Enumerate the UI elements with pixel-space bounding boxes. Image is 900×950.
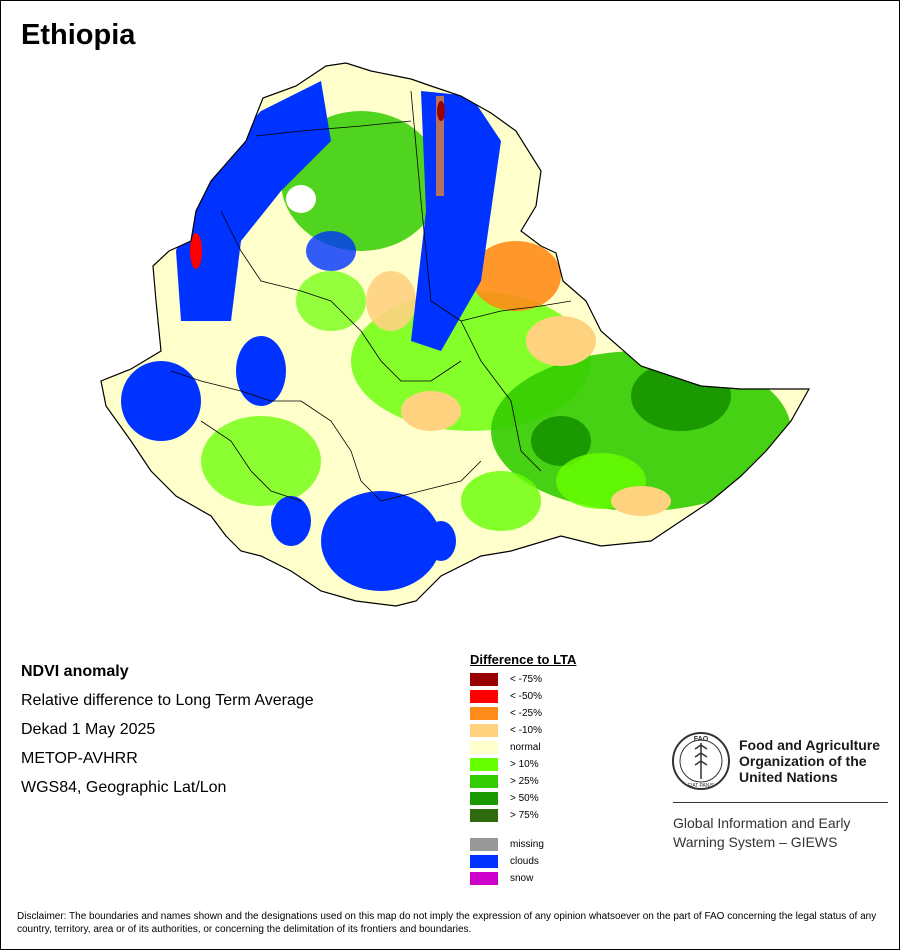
legend-swatch <box>470 741 498 754</box>
info-line: METOP-AVHRR <box>21 750 138 767</box>
legend-label: < -25% <box>510 708 542 719</box>
legend-label: > 50% <box>510 793 539 804</box>
ndvi-anomaly-raster <box>101 63 809 606</box>
giews-line: Warning System – GIEWS <box>673 834 838 850</box>
fao-emblem-icon: FAO FIAT PANIS <box>672 732 730 790</box>
info-line: WGS84, Geographic Lat/Lon <box>21 779 227 796</box>
legend-item: snow <box>470 870 576 887</box>
legend-label: clouds <box>510 856 539 867</box>
legend-label: < -75% <box>510 674 542 685</box>
legend-swatch <box>470 775 498 788</box>
legend-swatch <box>470 872 498 885</box>
giews-line: Global Information and Early <box>673 815 851 831</box>
map-info: NDVI anomaly Relative difference to Long… <box>21 657 314 802</box>
legend-item: < -75% <box>470 671 576 688</box>
legend-label: > 75% <box>510 810 539 821</box>
emblem-text: FAO <box>694 736 709 743</box>
legend-item: > 75% <box>470 807 576 824</box>
legend-item: > 10% <box>470 756 576 773</box>
giews-name: Global Information and Early Warning Sys… <box>673 814 888 852</box>
legend-item: < -10% <box>470 722 576 739</box>
legend-item: > 25% <box>470 773 576 790</box>
org-line: United Nations <box>739 769 838 785</box>
admin-boundaries <box>170 90 572 502</box>
ethiopia-ndvi-map <box>100 62 810 607</box>
legend-swatch <box>470 792 498 805</box>
legend-item: clouds <box>470 853 576 870</box>
legend-swatch <box>470 855 498 868</box>
legend-swatch <box>470 707 498 720</box>
legend-swatch <box>470 809 498 822</box>
legend-swatch <box>470 690 498 703</box>
legend-swatch <box>470 838 498 851</box>
legend-item: < -50% <box>470 688 576 705</box>
legend-swatch <box>470 673 498 686</box>
legend-title: Difference to LTA <box>470 652 577 667</box>
legend-label: normal <box>510 742 541 753</box>
legend-item: missing <box>470 836 576 853</box>
organization-name: Food and Agriculture Organization of the… <box>739 737 899 785</box>
legend-item: > 50% <box>470 790 576 807</box>
legend-item: < -25% <box>470 705 576 722</box>
emblem-motto: FIAT PANIS <box>688 783 715 789</box>
disclaimer: Disclaimer: The boundaries and names sho… <box>17 911 877 935</box>
legend-label: > 25% <box>510 776 539 787</box>
legend-label: < -10% <box>510 725 542 736</box>
legend-swatch <box>470 724 498 737</box>
org-line: Organization of the <box>739 753 867 769</box>
legend: Difference to LTA < -75% < -50% < -25% < -1… <box>470 652 576 887</box>
legend-label: missing <box>510 839 544 850</box>
legend-label: snow <box>510 873 534 884</box>
legend-item: normal <box>470 739 576 756</box>
map-title: Ethiopia <box>21 19 136 51</box>
legend-label: > 10% <box>510 759 539 770</box>
logo-divider <box>673 802 888 803</box>
info-line: Relative difference to Long Term Average <box>21 692 314 709</box>
legend-label: < -50% <box>510 691 542 702</box>
info-line: Dekad 1 May 2025 <box>21 721 156 738</box>
info-heading: NDVI anomaly <box>21 663 129 680</box>
org-line: Food and Agriculture <box>739 737 881 753</box>
legend-swatch <box>470 758 498 771</box>
